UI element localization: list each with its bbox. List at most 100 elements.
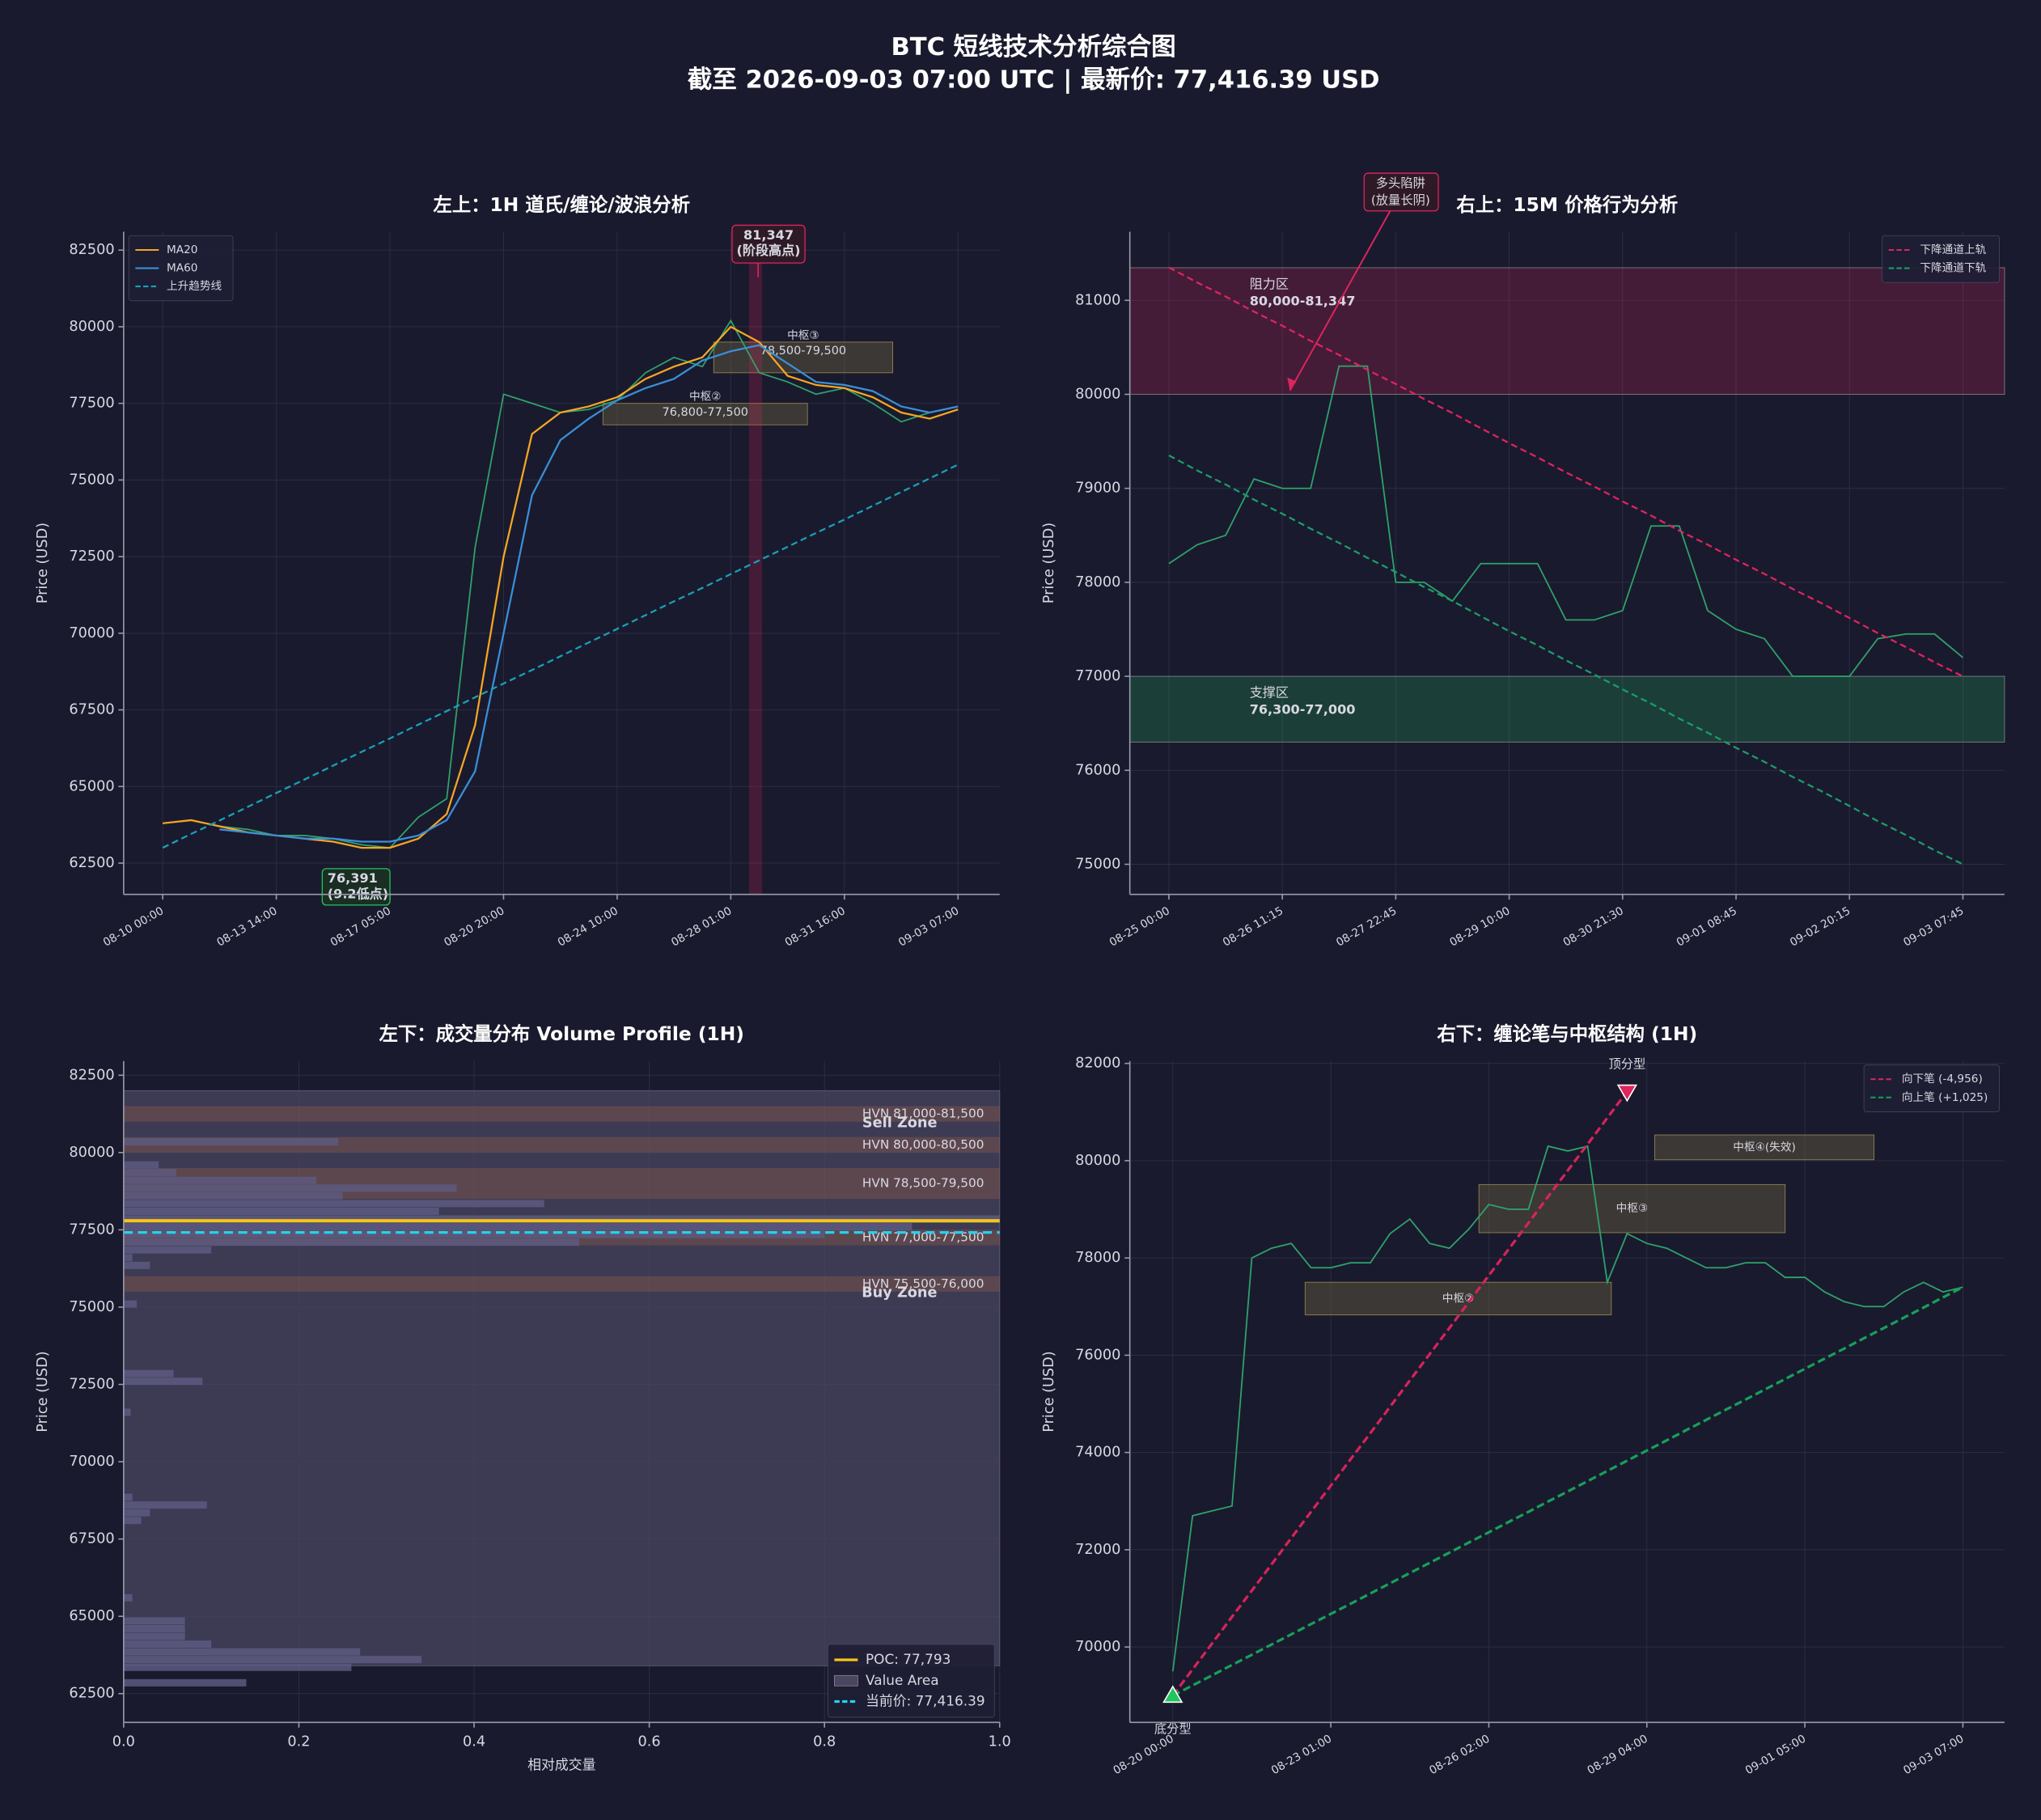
legend-label: 下降通道下轨: [1920, 262, 1986, 275]
volume-bar: [123, 1161, 159, 1169]
x-tick-label: 0.4: [463, 1733, 485, 1750]
y-tick-label: 72000: [1075, 1542, 1120, 1558]
top-fractal-label: 顶分型: [1608, 1056, 1645, 1071]
y-tick-label: 79000: [1075, 480, 1120, 497]
volume-bar: [123, 1184, 457, 1192]
y-tick-label: 80000: [69, 319, 114, 335]
volume-bar: [123, 1369, 174, 1378]
zone-range: 76,800-77,500: [663, 406, 748, 419]
panel-title: 左上：1H 道氏/缠论/波浪分析: [434, 193, 690, 216]
high-label: (阶段高点): [737, 243, 801, 258]
series-line: [1171, 1090, 1628, 1697]
y-tick-label: 76000: [1075, 762, 1120, 778]
zone-range: 78,500-79,500: [760, 345, 846, 358]
trap-label: 多头陷阱: [1376, 176, 1425, 190]
x-tick-label: 0.6: [638, 1733, 661, 1750]
volume-bar: [123, 1509, 150, 1517]
x-tick-label: 0.0: [112, 1733, 135, 1750]
bottom-fractal: [1162, 1685, 1184, 1704]
volume-bar: [123, 1191, 343, 1200]
legend-label: 下降通道上轨: [1920, 243, 1986, 256]
low-label: 76,391: [328, 870, 378, 886]
panel-title: 左下：成交量分布 Volume Profile (1H): [379, 1022, 744, 1045]
y-axis-label: Price (USD): [35, 523, 51, 603]
y-tick-label: 78000: [1075, 1250, 1120, 1266]
legend: [1863, 1064, 2000, 1112]
volume-bar: [123, 1176, 317, 1184]
y-tick-label: 75000: [69, 472, 114, 488]
legend: [827, 1644, 995, 1718]
y-tick-label: 77000: [1075, 668, 1120, 684]
y-tick-label: 76000: [1075, 1347, 1120, 1363]
volume-bar: [123, 1594, 133, 1602]
y-tick-label: 72500: [69, 548, 114, 565]
volume-bar: [123, 1501, 207, 1509]
hvn-band: [123, 1106, 1000, 1122]
zone-label: 阻力区: [1250, 276, 1289, 291]
legend-label: 上升趋势线: [167, 280, 222, 293]
y-tick-label: 80000: [69, 1145, 114, 1161]
volume-bar: [123, 1200, 544, 1208]
y-tick-label: 80000: [1075, 1153, 1120, 1169]
legend-label: 当前价: 77,416.39: [866, 1693, 985, 1709]
zone-label: 中枢④(失效): [1733, 1141, 1796, 1153]
zone-label: 支撑区: [1250, 685, 1289, 700]
top-fractal: [1616, 1084, 1638, 1103]
zone: [1654, 1134, 1875, 1161]
volume-bar: [123, 1238, 579, 1246]
series-line: [1168, 266, 1963, 678]
volume-bar: [123, 1648, 361, 1656]
series-line: [1172, 1285, 1964, 1697]
legend-swatch: [834, 1674, 858, 1687]
hvn-label: HVN 78,500-79,500: [862, 1176, 985, 1191]
y-tick-label: 70000: [69, 625, 114, 641]
zone-label: 中枢②: [689, 391, 722, 404]
zone: [713, 341, 893, 374]
y-tick-label: 67500: [69, 1531, 114, 1547]
volume-bar: [123, 1215, 1000, 1223]
series-line: [1168, 454, 1963, 866]
volume-bar: [123, 1517, 142, 1525]
y-tick-label: 62500: [69, 1686, 114, 1702]
trap-box: [1363, 172, 1439, 212]
y-tick-label: 77500: [69, 1221, 114, 1238]
volume-bar: [123, 1300, 138, 1308]
zone-range: 80,000-81,347: [1250, 293, 1356, 308]
main-title: BTC 短线技术分析综合图: [891, 32, 1175, 61]
y-tick-label: 77500: [69, 396, 114, 412]
hvn-label: HVN 75,500-76,000: [862, 1276, 985, 1291]
series-line: [219, 344, 959, 843]
panel-title: 右下：缠论笔与中枢结构 (1H): [1437, 1022, 1697, 1045]
high-box: [731, 224, 806, 264]
low-box: [321, 868, 391, 906]
zone-label: 中枢③: [787, 329, 819, 342]
hvn-label: HVN 80,000-80,500: [862, 1137, 985, 1152]
volume-bar: [123, 1230, 825, 1238]
legend: [128, 235, 234, 302]
legend-label: 向上笔 (+1,025): [1902, 1091, 1988, 1104]
volume-bar: [123, 1640, 212, 1649]
hvn-band: [123, 1276, 1000, 1292]
y-axis-label: Price (USD): [35, 1351, 51, 1432]
y-tick-label: 74000: [1075, 1445, 1120, 1461]
y-tick-label: 70000: [69, 1454, 114, 1470]
hvn-label: HVN 77,000-77,500: [862, 1230, 985, 1244]
volume-bar: [123, 1624, 185, 1632]
volume-bar: [123, 1137, 339, 1145]
hvn-label: HVN 81,000-81,500: [862, 1107, 985, 1121]
zone-label: 中枢②: [1442, 1292, 1475, 1305]
volume-bar: [123, 1378, 203, 1386]
x-tick-label: 0.2: [287, 1733, 310, 1750]
y-tick-label: 65000: [69, 778, 114, 794]
y-tick-label: 70000: [1075, 1639, 1120, 1655]
volume-bar: [123, 1169, 176, 1177]
panel-title: 右上：15M 价格行为分析: [1456, 193, 1678, 216]
y-tick-label: 65000: [69, 1608, 114, 1624]
main-subtitle: 截至 2026-09-03 07:00 UTC | 最新价: 77,416.39…: [688, 66, 1380, 94]
volume-bar: [123, 1408, 131, 1416]
x-axis-label: 相对成交量: [527, 1756, 595, 1772]
y-tick-label: 72500: [69, 1377, 114, 1393]
zone: [602, 403, 808, 425]
